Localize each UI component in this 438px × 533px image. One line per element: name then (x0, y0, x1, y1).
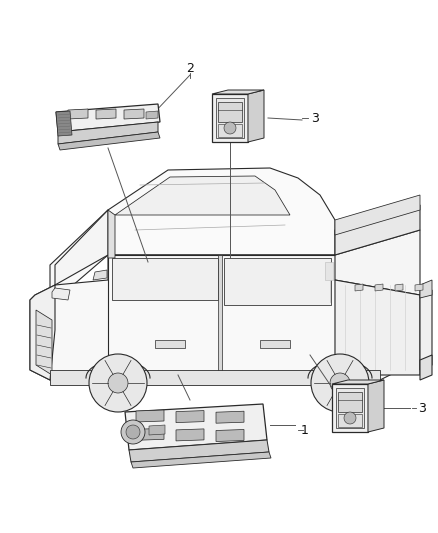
Polygon shape (55, 210, 108, 285)
Polygon shape (108, 168, 335, 255)
Polygon shape (56, 111, 72, 136)
Polygon shape (216, 411, 244, 423)
Circle shape (121, 420, 145, 444)
Polygon shape (108, 210, 115, 258)
Polygon shape (216, 98, 244, 138)
Polygon shape (335, 195, 420, 235)
Polygon shape (52, 288, 70, 300)
Polygon shape (338, 414, 362, 427)
Polygon shape (50, 210, 108, 305)
Polygon shape (176, 410, 204, 423)
Polygon shape (212, 90, 264, 94)
Circle shape (330, 373, 350, 393)
Text: 2: 2 (186, 61, 194, 75)
Polygon shape (108, 255, 220, 375)
Polygon shape (30, 255, 420, 380)
Polygon shape (338, 392, 362, 412)
Polygon shape (50, 370, 380, 385)
Polygon shape (96, 109, 116, 119)
Polygon shape (220, 255, 335, 375)
Polygon shape (176, 429, 204, 441)
Polygon shape (395, 284, 403, 291)
Polygon shape (56, 104, 160, 132)
Circle shape (344, 412, 356, 424)
Polygon shape (335, 230, 420, 295)
Polygon shape (355, 284, 363, 291)
Polygon shape (125, 404, 267, 450)
Polygon shape (335, 205, 420, 255)
Polygon shape (155, 340, 185, 348)
Polygon shape (58, 122, 158, 144)
Circle shape (224, 122, 236, 134)
Text: 3: 3 (311, 111, 319, 125)
Polygon shape (420, 280, 432, 298)
Polygon shape (218, 102, 242, 122)
Polygon shape (68, 109, 88, 119)
Polygon shape (325, 262, 333, 280)
Circle shape (126, 425, 140, 439)
Polygon shape (218, 124, 242, 137)
Circle shape (108, 373, 128, 393)
Polygon shape (115, 176, 290, 215)
Polygon shape (112, 258, 218, 300)
Polygon shape (368, 380, 384, 432)
Circle shape (89, 354, 147, 412)
Text: 1: 1 (301, 424, 309, 437)
Polygon shape (336, 388, 364, 428)
Polygon shape (124, 109, 144, 119)
Polygon shape (335, 280, 420, 375)
Polygon shape (131, 452, 271, 468)
Polygon shape (146, 111, 158, 119)
Polygon shape (93, 270, 107, 280)
Polygon shape (375, 284, 383, 291)
Polygon shape (36, 310, 52, 375)
Polygon shape (260, 340, 290, 348)
Polygon shape (216, 430, 244, 441)
Polygon shape (136, 410, 164, 422)
Polygon shape (224, 258, 331, 305)
Polygon shape (30, 285, 55, 380)
Polygon shape (58, 132, 160, 150)
Polygon shape (136, 429, 164, 440)
Text: 3: 3 (418, 401, 426, 415)
Polygon shape (212, 94, 248, 142)
Polygon shape (149, 425, 165, 435)
Polygon shape (415, 284, 423, 291)
Polygon shape (248, 90, 264, 142)
Polygon shape (129, 440, 269, 462)
Polygon shape (332, 384, 368, 432)
Polygon shape (218, 255, 222, 375)
Polygon shape (332, 380, 384, 384)
Polygon shape (420, 290, 432, 370)
Polygon shape (420, 355, 432, 380)
Circle shape (311, 354, 369, 412)
